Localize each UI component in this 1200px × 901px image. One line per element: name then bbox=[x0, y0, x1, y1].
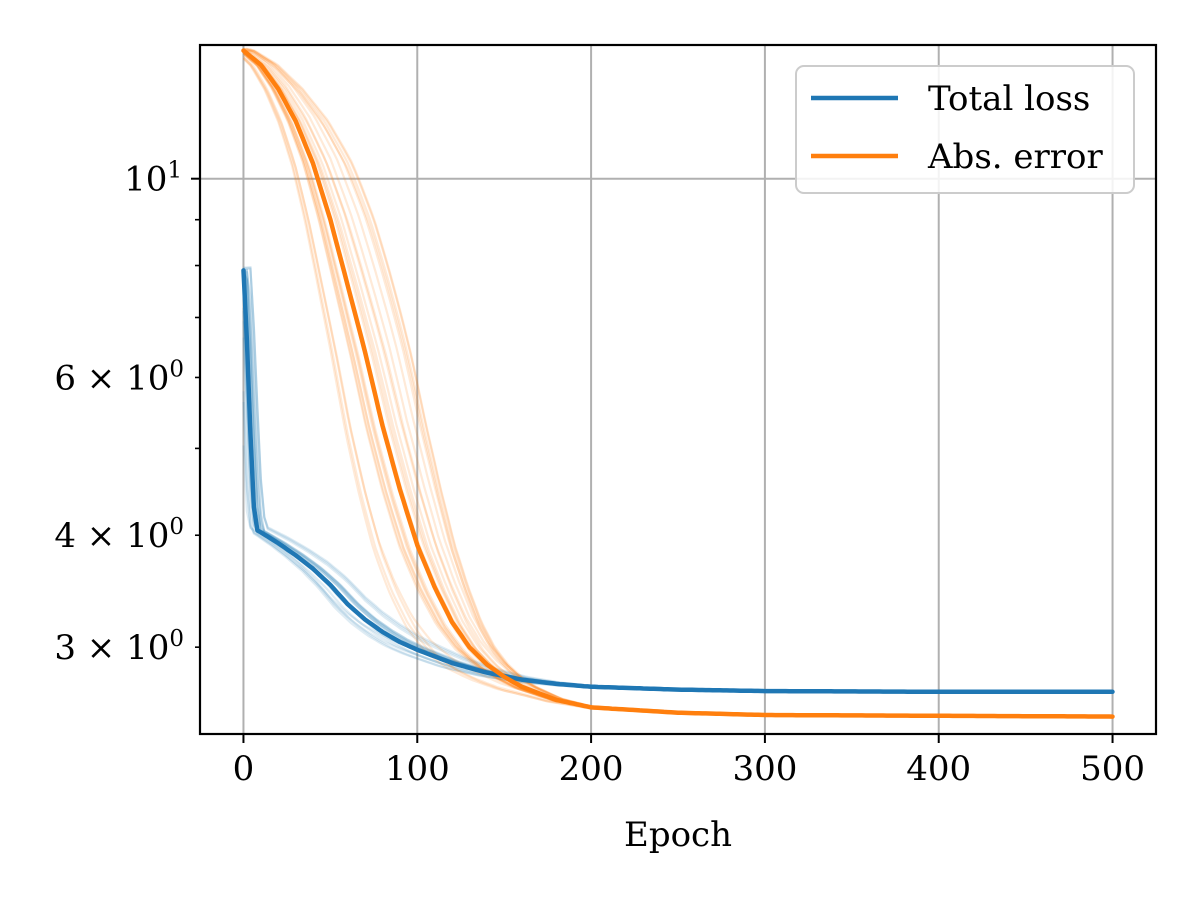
x-tick-label: 0 bbox=[233, 749, 255, 789]
legend-label-abs-error: Abs. error bbox=[927, 137, 1103, 177]
series-line bbox=[241, 48, 1115, 719]
x-tick-label: 200 bbox=[559, 749, 624, 789]
y-minor-tick-label: 4 × 100 bbox=[54, 514, 184, 556]
y-minor-tick-label: 3 × 100 bbox=[54, 626, 184, 668]
y-tick-label: 101 bbox=[124, 158, 182, 200]
x-tick-label: 500 bbox=[1080, 749, 1145, 789]
x-tick-label: 100 bbox=[385, 749, 450, 789]
x-axis-label: Epoch bbox=[624, 815, 732, 855]
x-axis: 0 100 200 300 400 500 bbox=[233, 734, 1145, 789]
legend-label-total-loss: Total loss bbox=[928, 79, 1090, 119]
y-axis: 101 3 × 100 4 × 100 6 × 100 bbox=[54, 158, 200, 668]
series-lines bbox=[241, 48, 1115, 719]
plot-frame bbox=[198, 43, 1158, 736]
legend: Total loss Abs. error bbox=[795, 65, 1135, 194]
series-line bbox=[241, 268, 1115, 695]
x-tick-label: 400 bbox=[906, 749, 971, 789]
y-minor-tick-label: 6 × 100 bbox=[54, 356, 184, 398]
x-tick-label: 300 bbox=[732, 749, 797, 789]
